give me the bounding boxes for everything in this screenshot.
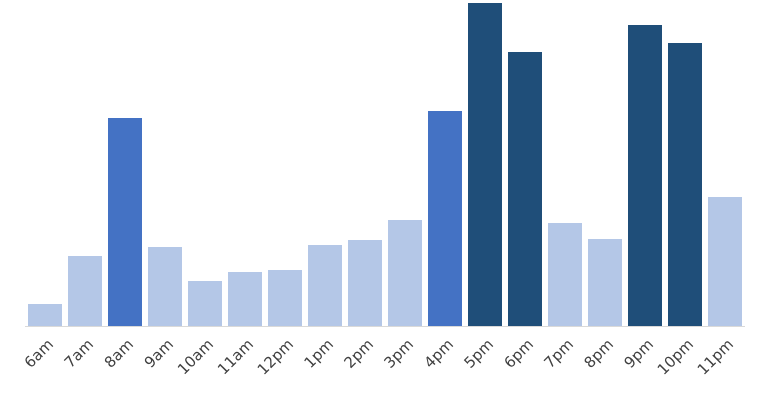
x-tick-label: 12pm: [254, 335, 297, 378]
x-tick-label: 6pm: [500, 335, 537, 372]
bar: [268, 270, 302, 326]
bar: [388, 220, 422, 326]
bar: [348, 240, 382, 326]
x-tick-label: 10am: [174, 335, 217, 378]
bar: [668, 43, 702, 326]
bar: [548, 223, 582, 326]
bar: [508, 52, 542, 326]
x-tick-label: 11pm: [694, 335, 737, 378]
x-tick-label: 10pm: [654, 335, 697, 378]
x-tick-label: 11am: [214, 335, 257, 378]
x-tick-label: 6am: [21, 335, 57, 371]
bar: [628, 25, 662, 326]
bar: [468, 3, 502, 326]
x-tick-label: 8pm: [580, 335, 617, 372]
x-tick-label: 5pm: [460, 335, 497, 372]
x-tick-label: 3pm: [380, 335, 417, 372]
x-tick-label: 2pm: [340, 335, 377, 372]
x-tick-label: 9pm: [620, 335, 657, 372]
bar: [308, 245, 342, 326]
x-tick-label: 8am: [101, 335, 137, 371]
bar: [188, 281, 222, 326]
x-tick-label: 4pm: [420, 335, 457, 372]
bar: [588, 239, 622, 326]
bar: [108, 118, 142, 326]
x-tick-label: 1pm: [300, 335, 337, 372]
bar: [68, 256, 102, 326]
bar: [148, 247, 182, 326]
x-tick-label: 7am: [61, 335, 97, 371]
x-tick-label: 7pm: [540, 335, 577, 372]
bar: [708, 197, 742, 326]
bar: [428, 111, 462, 326]
x-tick-label: 9am: [141, 335, 177, 371]
bar: [228, 272, 262, 326]
bar: [28, 304, 62, 326]
